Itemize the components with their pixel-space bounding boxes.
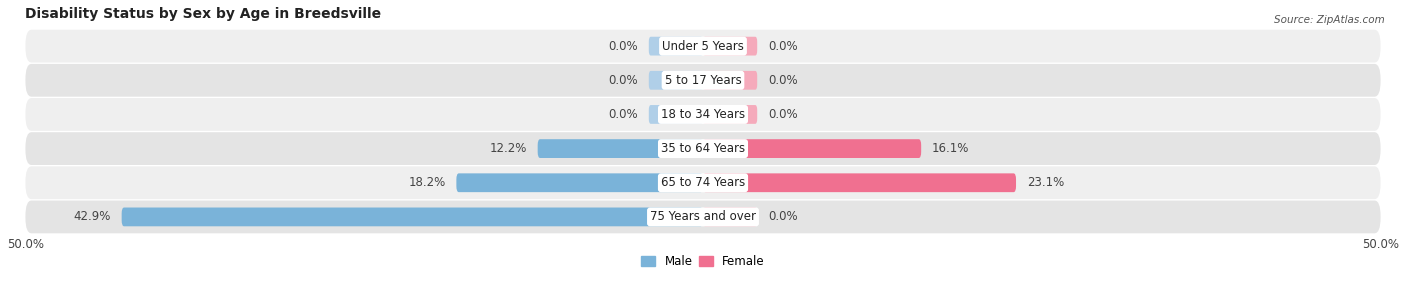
- Text: 42.9%: 42.9%: [73, 210, 111, 224]
- Text: 0.0%: 0.0%: [609, 74, 638, 87]
- FancyBboxPatch shape: [25, 30, 1381, 63]
- FancyBboxPatch shape: [703, 37, 758, 56]
- FancyBboxPatch shape: [703, 71, 758, 90]
- FancyBboxPatch shape: [703, 173, 1017, 192]
- FancyBboxPatch shape: [703, 105, 758, 124]
- Text: 18.2%: 18.2%: [408, 176, 446, 189]
- Text: 0.0%: 0.0%: [768, 74, 797, 87]
- Text: 0.0%: 0.0%: [768, 40, 797, 53]
- FancyBboxPatch shape: [25, 132, 1381, 165]
- Text: 5 to 17 Years: 5 to 17 Years: [665, 74, 741, 87]
- Text: 35 to 64 Years: 35 to 64 Years: [661, 142, 745, 155]
- FancyBboxPatch shape: [648, 71, 703, 90]
- FancyBboxPatch shape: [457, 173, 703, 192]
- FancyBboxPatch shape: [25, 166, 1381, 199]
- FancyBboxPatch shape: [25, 200, 1381, 233]
- FancyBboxPatch shape: [537, 139, 703, 158]
- Text: 0.0%: 0.0%: [768, 108, 797, 121]
- Text: 65 to 74 Years: 65 to 74 Years: [661, 176, 745, 189]
- Text: 12.2%: 12.2%: [489, 142, 527, 155]
- Text: 18 to 34 Years: 18 to 34 Years: [661, 108, 745, 121]
- FancyBboxPatch shape: [25, 64, 1381, 97]
- Text: Source: ZipAtlas.com: Source: ZipAtlas.com: [1274, 15, 1385, 25]
- Text: Disability Status by Sex by Age in Breedsville: Disability Status by Sex by Age in Breed…: [25, 7, 381, 21]
- FancyBboxPatch shape: [703, 139, 921, 158]
- FancyBboxPatch shape: [122, 207, 703, 226]
- Text: 75 Years and over: 75 Years and over: [650, 210, 756, 224]
- Text: 23.1%: 23.1%: [1026, 176, 1064, 189]
- FancyBboxPatch shape: [703, 207, 758, 226]
- FancyBboxPatch shape: [648, 37, 703, 56]
- Text: 0.0%: 0.0%: [609, 108, 638, 121]
- Text: 16.1%: 16.1%: [932, 142, 969, 155]
- Legend: Male, Female: Male, Female: [637, 251, 769, 273]
- Text: 0.0%: 0.0%: [609, 40, 638, 53]
- FancyBboxPatch shape: [648, 105, 703, 124]
- Text: Under 5 Years: Under 5 Years: [662, 40, 744, 53]
- Text: 0.0%: 0.0%: [768, 210, 797, 224]
- FancyBboxPatch shape: [25, 98, 1381, 131]
